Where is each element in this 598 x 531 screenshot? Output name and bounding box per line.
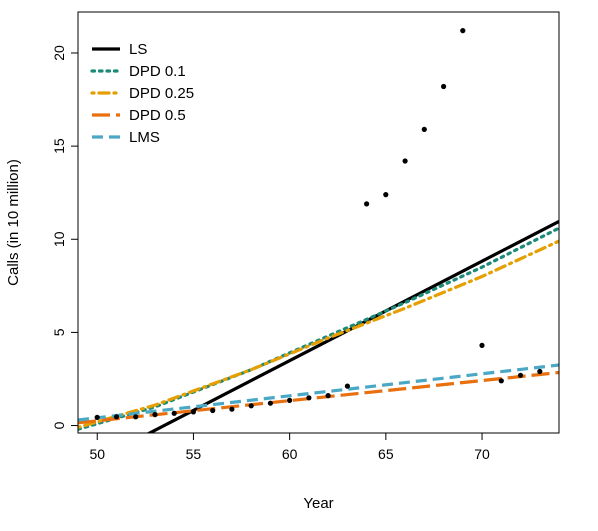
- series-line-2: [78, 239, 559, 429]
- x-tick-label: 55: [186, 446, 202, 462]
- y-tick-label: 20: [51, 45, 67, 61]
- legend-label-3: DPD 0.5: [129, 107, 186, 124]
- data-point: [325, 393, 331, 399]
- data-points: [94, 28, 543, 420]
- data-point: [133, 414, 139, 420]
- data-point: [113, 414, 120, 420]
- data-point: [210, 407, 216, 414]
- data-point: [306, 395, 312, 401]
- y-tick-label: 15: [51, 138, 67, 154]
- x-tick-label: 60: [282, 446, 298, 462]
- data-point: [364, 201, 370, 207]
- data-point: [498, 378, 504, 384]
- y-tick-label: 0: [51, 421, 67, 429]
- y-tick-label: 5: [51, 328, 67, 336]
- data-point: [248, 403, 254, 409]
- data-point: [287, 397, 293, 403]
- data-point: [229, 406, 235, 412]
- series-line-1: [78, 226, 559, 431]
- regression-lines: [78, 219, 559, 433]
- data-point: [344, 383, 350, 389]
- legend-label-1: DPD 0.1: [129, 63, 186, 80]
- y-tick-label: 10: [51, 231, 67, 247]
- data-point: [460, 28, 466, 34]
- legend: LS DPD 0.1 DPD 0.25 DPD 0.5 LMS: [90, 41, 194, 146]
- y-axis-title: Calls (in 10 million): [5, 159, 22, 286]
- data-point: [441, 83, 447, 90]
- data-point: [421, 126, 427, 132]
- legend-label-4: LMS: [129, 129, 160, 146]
- legend-label-0: LS: [129, 41, 147, 58]
- data-point: [402, 158, 408, 164]
- y-axis: 0 5 10 15 20: [51, 45, 78, 429]
- data-point: [479, 342, 485, 348]
- data-point: [383, 192, 389, 198]
- x-tick-label: 70: [474, 446, 490, 462]
- x-axis-title: Year: [303, 495, 333, 512]
- data-point: [267, 400, 273, 406]
- plot-frame: [77, 11, 560, 434]
- series-line-3: [78, 370, 559, 425]
- data-point: [537, 368, 543, 375]
- x-axis: 50 55 60 65 70: [89, 433, 490, 462]
- data-point: [517, 372, 524, 378]
- x-tick-label: 50: [89, 446, 105, 462]
- data-point: [94, 414, 100, 420]
- x-tick-label: 65: [378, 446, 394, 462]
- data-point: [171, 410, 177, 416]
- series-line-0: [146, 219, 559, 433]
- legend-label-2: DPD 0.25: [129, 85, 194, 102]
- data-point: [152, 412, 158, 418]
- data-point: [190, 409, 196, 415]
- series-line-4: [78, 363, 559, 422]
